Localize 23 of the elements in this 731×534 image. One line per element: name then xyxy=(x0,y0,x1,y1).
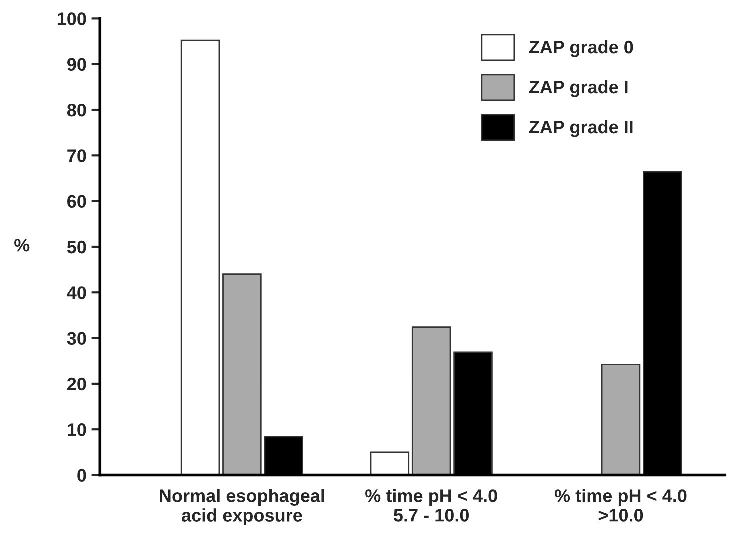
y-tick-label: 70 xyxy=(68,150,86,162)
y-tick-label: 40 xyxy=(67,286,86,300)
x-tick-label: % time pH < 4.0 5.7 - 10.0 xyxy=(366,489,498,522)
y-tick-label: 60 xyxy=(68,195,86,208)
bar xyxy=(370,452,410,476)
bar xyxy=(180,40,220,476)
legend-label: ZAP grade II xyxy=(529,120,633,138)
y-tick-label: 100 xyxy=(58,12,86,26)
y-tick-label: 30 xyxy=(67,332,86,346)
bar xyxy=(412,326,452,476)
y-tick-label: 90 xyxy=(68,58,86,72)
y-tick-label: 10 xyxy=(68,424,86,436)
bar xyxy=(222,274,262,476)
y-tick-label: 20 xyxy=(68,378,86,391)
x-tick-label: Normal esophageal acid exposure xyxy=(160,489,324,526)
y-tick-label: 0 xyxy=(78,469,86,482)
legend-label: ZAP grade 0 xyxy=(529,40,634,58)
y-axis-title: % xyxy=(14,239,30,252)
y-tick-label: 50 xyxy=(67,240,86,254)
bar xyxy=(601,364,641,476)
legend-label: ZAP grade I xyxy=(529,80,628,98)
y-tick-label: 80 xyxy=(67,104,86,117)
x-tick-label: % time pH < 4.0 >10.0 xyxy=(554,489,687,522)
